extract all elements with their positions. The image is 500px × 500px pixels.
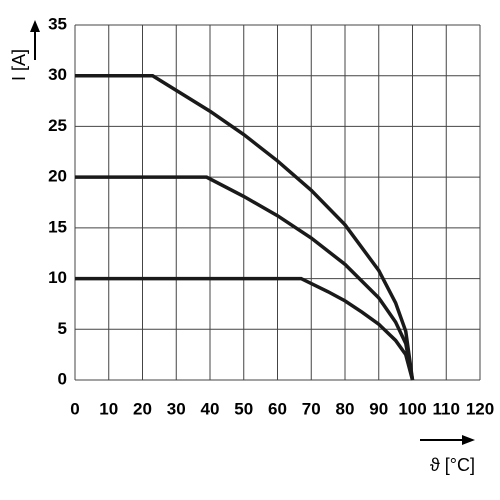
y-tick-label: 5 bbox=[58, 319, 67, 338]
x-tick-label: 100 bbox=[398, 399, 426, 418]
y-tick-label: 35 bbox=[48, 14, 67, 33]
x-tick-label: 40 bbox=[201, 399, 220, 418]
y-tick-label: 25 bbox=[48, 116, 67, 135]
x-tick-label: 60 bbox=[268, 399, 287, 418]
x-tick-label: 110 bbox=[433, 399, 460, 418]
x-tick-label: 20 bbox=[133, 399, 152, 418]
x-tick-label: 80 bbox=[336, 399, 355, 418]
y-tick-label: 0 bbox=[58, 369, 67, 388]
x-tick-label: 0 bbox=[70, 399, 79, 418]
x-tick-label: 90 bbox=[369, 399, 388, 418]
x-tick-label: 10 bbox=[99, 399, 118, 418]
x-tick-label: 120 bbox=[466, 399, 494, 418]
line bbox=[75, 175, 415, 381]
y-arrow-head bbox=[30, 20, 40, 32]
x-tick-label: 30 bbox=[167, 399, 186, 418]
line bbox=[75, 73, 415, 381]
x-axis-label: ϑ [°C] bbox=[430, 455, 475, 475]
x-arrow-head bbox=[462, 435, 475, 445]
y-tick-label: 20 bbox=[48, 167, 67, 186]
x-tick-label: 50 bbox=[234, 399, 253, 418]
y-tick-label: 10 bbox=[48, 268, 67, 287]
x-tick-label: 70 bbox=[302, 399, 321, 418]
y-tick-label: 15 bbox=[48, 217, 67, 236]
y-axis-label: I [A] bbox=[9, 49, 29, 81]
y-tick-label: 30 bbox=[48, 65, 67, 84]
line bbox=[75, 276, 415, 381]
